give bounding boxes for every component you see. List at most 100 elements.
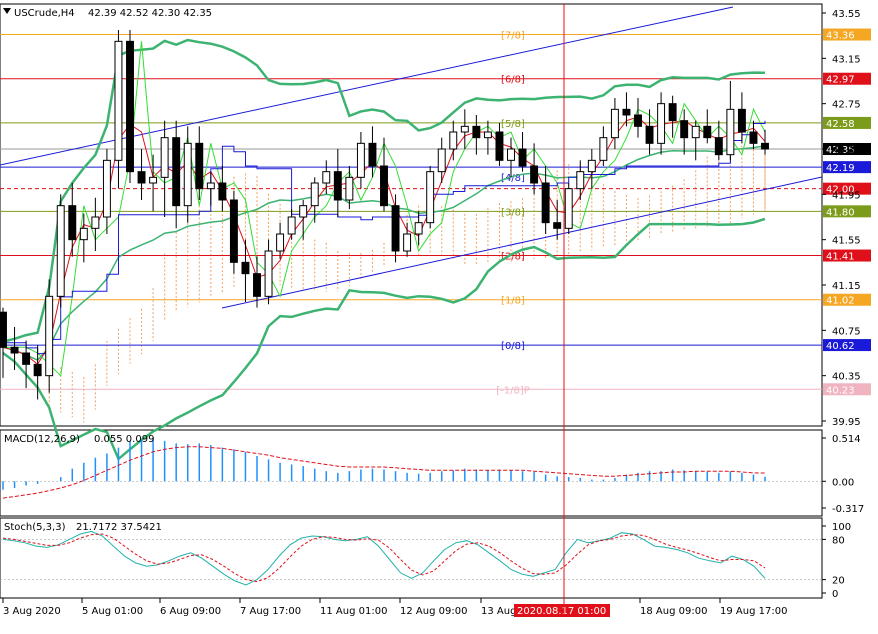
candle-body[interactable] xyxy=(33,363,42,377)
y-tick-label: 39.95 xyxy=(832,417,861,428)
candle-body[interactable] xyxy=(102,159,111,218)
candle-body[interactable] xyxy=(264,250,273,297)
murrey-price-tag xyxy=(823,72,871,85)
candle-body[interactable] xyxy=(483,131,492,139)
macd-values: 0.055 0.099 xyxy=(94,434,154,445)
candle-body[interactable] xyxy=(229,199,238,263)
murrey-label: [5/8] xyxy=(501,119,525,130)
candle-body[interactable] xyxy=(680,120,689,139)
candle-body[interactable] xyxy=(10,346,19,354)
collapse-icon[interactable] xyxy=(3,8,11,14)
candle-body[interactable] xyxy=(507,148,515,161)
candle-body[interactable] xyxy=(287,216,296,235)
candle-body[interactable] xyxy=(126,40,134,173)
x-tick-label: 12 Aug 09:00 xyxy=(400,606,467,617)
murrey-price-tag-text: 42.97 xyxy=(826,75,855,86)
candle-body[interactable] xyxy=(368,142,377,167)
candle-body[interactable] xyxy=(587,159,596,173)
candle-body[interactable] xyxy=(137,171,146,184)
candle-body[interactable] xyxy=(668,103,677,122)
candle-body[interactable] xyxy=(414,222,423,235)
candle-body[interactable] xyxy=(345,176,354,201)
stoch-name: Stoch(5,3,3) xyxy=(4,522,66,533)
murrey-label: [-1/8]P xyxy=(496,385,530,396)
macd-indicator xyxy=(0,438,822,499)
y-tick-label: 40.35 xyxy=(832,372,861,383)
kijun-line xyxy=(3,120,766,355)
candle-body[interactable] xyxy=(253,273,261,297)
candle-body[interactable] xyxy=(380,165,388,207)
lower-trend-line[interactable] xyxy=(221,176,823,309)
candle-body[interactable] xyxy=(460,125,469,133)
candle-body[interactable] xyxy=(761,142,769,150)
murrey-label: [4/8] xyxy=(501,173,525,184)
murrey-price-tag-text: 41.41 xyxy=(826,252,855,263)
cursor-time-tag xyxy=(514,604,610,617)
candle-body[interactable] xyxy=(299,205,308,218)
candle-body[interactable] xyxy=(691,125,700,139)
candle-body[interactable] xyxy=(160,137,169,178)
candle-body[interactable] xyxy=(714,137,723,156)
candle-body[interactable] xyxy=(322,171,331,184)
candle-body[interactable] xyxy=(114,40,123,161)
murrey-label: [1/8] xyxy=(501,296,525,307)
candle-body[interactable] xyxy=(45,295,54,377)
candle-body[interactable] xyxy=(657,103,666,144)
stoch-panel-frame xyxy=(0,517,823,599)
candle-body[interactable] xyxy=(426,171,435,224)
candle-body[interactable] xyxy=(333,171,342,201)
candle-body[interactable] xyxy=(91,216,100,229)
candle-body[interactable] xyxy=(449,131,458,150)
candle-body[interactable] xyxy=(206,182,215,190)
candle-body[interactable] xyxy=(576,171,585,190)
dashed-level-tag xyxy=(823,182,871,195)
murrey-price-tag xyxy=(823,339,871,352)
candle-body[interactable] xyxy=(645,125,654,144)
candle-body[interactable] xyxy=(391,205,400,252)
candle-body[interactable] xyxy=(183,142,192,207)
candle-body[interactable] xyxy=(356,142,365,178)
murrey-price-tag-text: 41.80 xyxy=(826,207,855,218)
candle-body[interactable] xyxy=(634,114,642,127)
murrey-price-tag-text: 41.02 xyxy=(826,296,855,307)
candle-body[interactable] xyxy=(610,108,619,139)
candle-body[interactable] xyxy=(172,137,181,207)
murrey-price-tag-text: 40.23 xyxy=(826,385,855,396)
candle-body[interactable] xyxy=(241,261,250,275)
candle-body[interactable] xyxy=(68,205,77,241)
candle-body[interactable] xyxy=(195,142,204,190)
macd-signal-line xyxy=(2,446,766,499)
candle-body[interactable] xyxy=(553,222,562,229)
candle-body[interactable] xyxy=(79,227,88,241)
candle-body[interactable] xyxy=(403,233,412,252)
stoch-y-tick-label: 20 xyxy=(832,576,845,587)
candle-body[interactable] xyxy=(56,205,65,297)
stoch-signal-line xyxy=(2,533,766,583)
candle-body[interactable] xyxy=(310,182,319,207)
candle-body[interactable] xyxy=(530,165,539,184)
candle-body[interactable] xyxy=(737,108,746,133)
murrey-price-tag-text: 42.19 xyxy=(826,163,855,174)
candle-body[interactable] xyxy=(749,131,758,144)
candle-body[interactable] xyxy=(437,148,446,173)
candle-body[interactable] xyxy=(726,108,735,156)
candle-body[interactable] xyxy=(541,182,550,224)
cursor-time-text: 2020.08.17 01:00 xyxy=(517,606,606,617)
candle-body[interactable] xyxy=(276,233,285,252)
candle-body[interactable] xyxy=(622,108,631,116)
macd-y-tick-label: 0.00 xyxy=(832,477,854,488)
murrey-price-tag xyxy=(823,249,871,262)
candle-body[interactable] xyxy=(472,125,481,139)
candle-body[interactable] xyxy=(518,148,527,167)
candle-body[interactable] xyxy=(495,131,504,161)
candle-body[interactable] xyxy=(564,188,573,229)
candle-body[interactable] xyxy=(703,125,712,139)
candle-body[interactable] xyxy=(22,352,31,365)
stoch-y-tick-label: 80 xyxy=(832,535,845,546)
candle-body[interactable] xyxy=(149,176,158,184)
candle-body[interactable] xyxy=(0,311,7,348)
candle-body[interactable] xyxy=(218,182,227,201)
candle-body[interactable] xyxy=(599,137,608,161)
y-tick-label: 43.55 xyxy=(832,9,861,20)
